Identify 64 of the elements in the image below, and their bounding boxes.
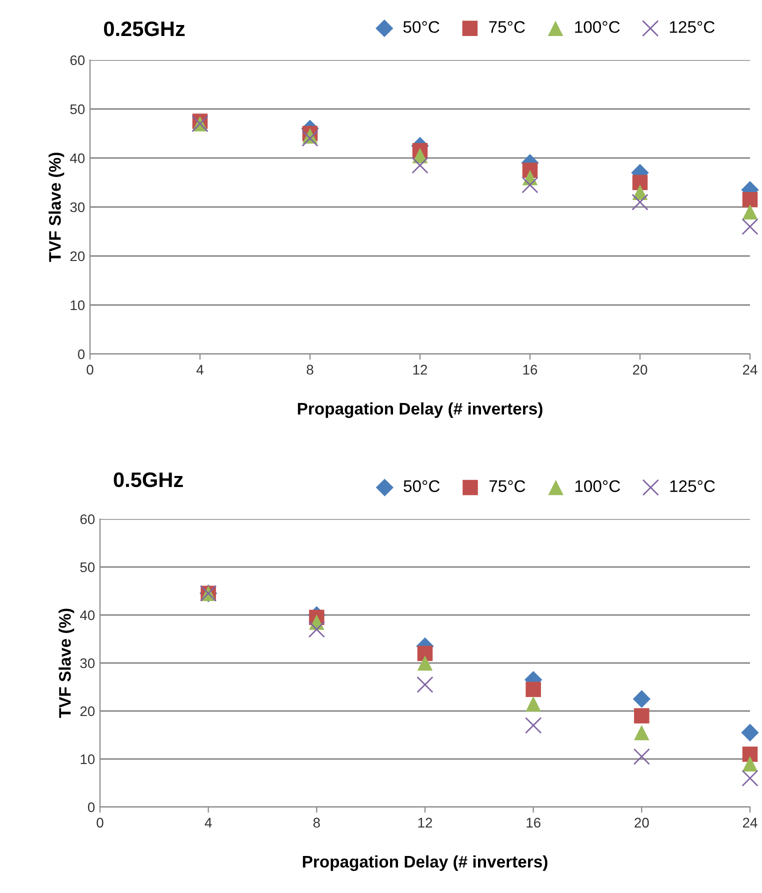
y-tick-label: 40 — [70, 153, 85, 164]
point — [412, 157, 428, 174]
point — [417, 655, 433, 671]
x-tick-label: 4 — [196, 364, 204, 374]
point — [742, 192, 758, 208]
point — [308, 621, 325, 638]
legend-label: 100°C — [575, 21, 620, 33]
legend-label: 100°C — [575, 480, 620, 492]
point — [632, 174, 648, 190]
y-tick-label: 30 — [80, 658, 95, 668]
x-tick-label: 24 — [742, 818, 758, 828]
chart-title: 0.25GHz — [104, 21, 185, 36]
point — [522, 176, 538, 194]
y-tick-label: 10 — [70, 300, 85, 310]
legend-label: 75°C — [489, 21, 525, 33]
y-tick-label: 0 — [78, 349, 85, 360]
y-tick-label: 60 — [70, 55, 85, 66]
y-tick-label: 50 — [80, 562, 95, 572]
x-axis-title: Propagation Delay (# inverters) — [302, 855, 548, 871]
point — [742, 770, 758, 787]
point — [417, 646, 433, 662]
point — [632, 194, 648, 210]
point — [742, 204, 758, 220]
legend-label: 50°C — [404, 480, 440, 492]
legend-label: 50°C — [403, 21, 440, 33]
point — [742, 218, 758, 235]
y-tick-label: 40 — [80, 610, 95, 620]
legend-label: 75°C — [489, 480, 526, 492]
point — [632, 690, 651, 708]
x-tick-label: 12 — [413, 364, 428, 374]
point — [634, 724, 650, 740]
x-tick-label: 20 — [632, 364, 648, 375]
point — [634, 708, 650, 724]
x-axis-title: Propagation Delay (# inverters) — [298, 402, 542, 418]
y-tick-label: 50 — [70, 104, 85, 114]
point — [741, 724, 759, 742]
y-tick-label: 30 — [70, 202, 85, 212]
y-tick-label: 20 — [80, 706, 95, 716]
x-tick-label: 12 — [418, 818, 432, 828]
point — [526, 696, 541, 712]
legend-label: 125°C — [670, 21, 715, 33]
y-axis-title: TVF Slave (%) — [58, 608, 74, 718]
x-tick-label: 24 — [742, 364, 758, 374]
point — [526, 682, 541, 698]
x-tick-label: 0 — [96, 818, 104, 828]
point — [302, 130, 318, 147]
y-tick-label: 10 — [80, 754, 95, 764]
x-tick-label: 4 — [204, 818, 212, 828]
y-tick-label: 20 — [70, 251, 85, 262]
x-tick-label: 8 — [306, 364, 314, 375]
point — [742, 746, 758, 762]
point — [416, 676, 434, 693]
point — [525, 717, 542, 734]
x-tick-label: 20 — [634, 818, 649, 828]
y-tick-label: 0 — [88, 802, 95, 812]
x-tick-label: 16 — [526, 818, 540, 828]
point — [633, 748, 650, 765]
chart-title: 0.5GHz — [114, 472, 183, 488]
x-tick-label: 8 — [313, 818, 320, 828]
x-tick-label: 16 — [523, 364, 538, 375]
y-axis-title: TVF Slave (%) — [48, 152, 64, 262]
legend-label: 125°C — [670, 480, 715, 492]
y-tick-label: 60 — [80, 514, 95, 524]
point — [742, 756, 758, 772]
